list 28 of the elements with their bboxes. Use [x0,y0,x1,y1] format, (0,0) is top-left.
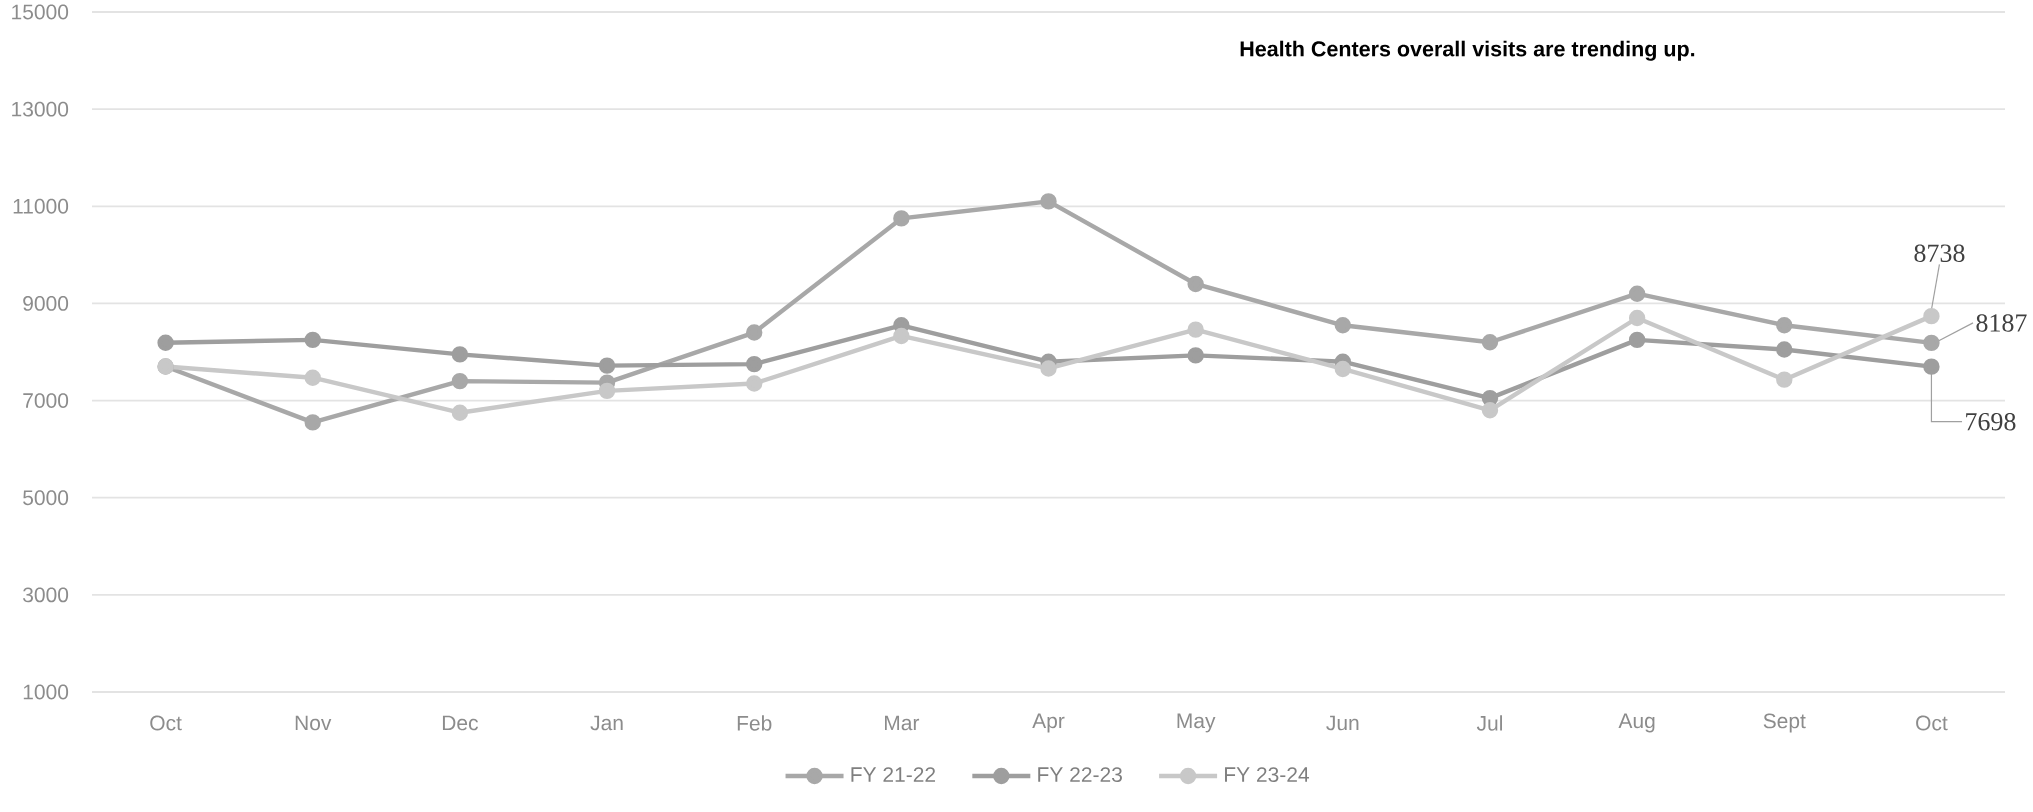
x-tick-label: Feb [737,715,772,731]
x-tick-label: Oct [150,715,182,731]
y-tick-label: 11000 [13,198,69,214]
x-tick-label: Mar [885,715,920,731]
y-tick-label: 15000 [12,4,69,20]
x-tick-label: Sept [1763,713,1806,733]
data-label: 7698 [1966,412,2016,431]
x-tick-label: Jun [1326,715,1359,731]
data-label: 8738 [1914,244,1965,262]
x-tick-label: Aug [1618,713,1655,733]
x-tick-label: Jan [590,715,623,731]
y-tick-label: 13000 [12,101,69,117]
x-tick-label: Oct [1916,715,1948,731]
y-tick-label: 5000 [23,490,69,506]
y-tick-label: 3000 [23,587,69,603]
x-tick-label: May [1177,713,1216,733]
data-label: 8187 [1976,314,2027,332]
legend-label: FY 22-23 [1038,767,1122,783]
y-tick-label: 7000 [23,393,69,409]
y-tick-label: 1000 [23,684,69,700]
x-tick-label: Nov [295,715,332,731]
x-tick-label: Jul [1476,715,1502,731]
x-tick-label: Apr [1032,713,1065,733]
x-tick-label: Dec [442,715,479,731]
y-tick-label: 9000 [23,296,69,311]
annotation: Health Centers overall visits are trending up. [1240,40,1695,61]
legend-label: FY 23-24 [1225,767,1310,783]
legend-label: FY 21-22 [851,767,936,782]
